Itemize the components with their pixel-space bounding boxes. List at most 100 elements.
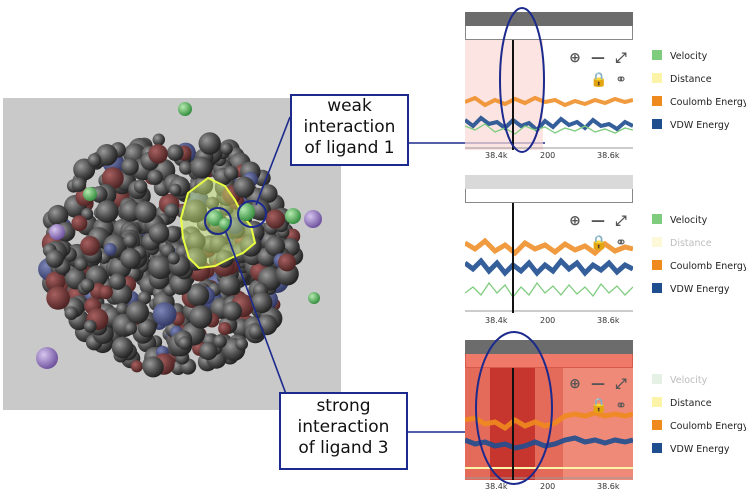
link-icon[interactable]: ⚭ xyxy=(615,72,627,88)
ion-sphere xyxy=(36,347,58,369)
atom-sphere xyxy=(109,273,126,290)
lock-icon[interactable]: 🔒 xyxy=(590,72,608,88)
atom-sphere xyxy=(194,176,214,195)
atom-sphere xyxy=(248,323,264,340)
atom-sphere xyxy=(148,222,170,244)
atom-sphere xyxy=(121,157,139,176)
legend-item[interactable]: Velocity xyxy=(652,50,707,64)
atom-sphere xyxy=(98,285,113,300)
minus-icon[interactable]: — xyxy=(591,376,605,392)
molecule-viewport[interactable] xyxy=(3,98,341,410)
expand-icon[interactable]: ⤢ xyxy=(615,213,627,229)
axis-tick-label: 38.6k xyxy=(597,482,620,491)
legend-label: VDW Energy xyxy=(670,120,730,131)
atom-sphere xyxy=(148,144,168,164)
atom-sphere xyxy=(126,300,149,324)
legend-label: Velocity xyxy=(670,51,708,62)
atom-sphere xyxy=(179,161,193,175)
legend-label: Coulomb Energy xyxy=(670,261,746,272)
atom-sphere xyxy=(80,278,95,293)
atom-sphere xyxy=(47,204,69,226)
zoom-icon[interactable]: ⊕ xyxy=(569,213,581,229)
legend-item[interactable]: Distance xyxy=(652,73,712,87)
axis-tick-label: 38.4k xyxy=(485,316,508,325)
minus-icon[interactable]: — xyxy=(591,213,605,229)
atom-sphere xyxy=(101,167,124,190)
atom-sphere xyxy=(190,156,213,179)
atom-sphere xyxy=(123,233,138,248)
timeline-panel-3 xyxy=(465,340,633,368)
ion-sphere xyxy=(83,187,97,201)
legend-item[interactable]: Distance xyxy=(652,237,712,251)
legend-item[interactable]: VDW Energy xyxy=(652,119,730,133)
legend-swatch xyxy=(652,283,662,293)
ligand-sphere xyxy=(285,208,301,224)
atom-sphere xyxy=(213,334,227,349)
atom-sphere xyxy=(87,153,102,168)
legend-item[interactable]: Velocity xyxy=(652,214,707,228)
axis-tick-label: 200 xyxy=(540,482,556,491)
legend-item[interactable]: Velocity xyxy=(652,374,707,388)
atom-sphere xyxy=(223,165,239,181)
legend-swatch xyxy=(652,73,662,83)
atom-sphere xyxy=(265,209,285,229)
ion-sphere xyxy=(49,224,65,240)
atom-sphere xyxy=(152,302,177,326)
ligand-sphere xyxy=(219,218,231,230)
legend-item[interactable]: VDW Energy xyxy=(652,443,730,457)
chart-panel-3[interactable] xyxy=(465,368,633,480)
axis-tick-label: 38.6k xyxy=(597,151,620,160)
minus-icon[interactable]: — xyxy=(591,50,605,66)
atom-sphere xyxy=(148,255,172,280)
legend-item[interactable]: Coulomb Energy xyxy=(652,260,746,274)
atom-sphere xyxy=(147,169,163,185)
atom-sphere xyxy=(189,305,213,329)
atom-sphere xyxy=(74,257,88,271)
chart-panel-2[interactable] xyxy=(465,203,633,313)
atom-sphere xyxy=(164,203,180,218)
legend-label: Distance xyxy=(670,74,712,85)
panel-header[interactable] xyxy=(465,340,633,354)
legend-item[interactable]: Distance xyxy=(652,397,712,411)
panel-header[interactable] xyxy=(465,12,633,26)
atom-sphere xyxy=(71,177,87,192)
atom-sphere xyxy=(130,360,143,373)
axis-tick-label: 38.6k xyxy=(597,316,620,325)
link-icon[interactable]: ⚭ xyxy=(615,235,627,251)
ion-sphere xyxy=(304,210,322,228)
link-icon[interactable]: ⚭ xyxy=(615,398,627,414)
atom-sphere xyxy=(264,236,286,257)
expand-icon[interactable]: ⤢ xyxy=(615,376,627,392)
chart-panel-1[interactable] xyxy=(465,40,633,150)
legend-swatch xyxy=(652,397,662,407)
legend-item[interactable]: Coulomb Energy xyxy=(652,420,746,434)
atom-sphere xyxy=(83,319,97,333)
expand-icon[interactable]: ⤢ xyxy=(615,50,627,66)
legend-label: Coulomb Energy xyxy=(670,421,746,432)
atom-sphere xyxy=(133,179,148,194)
zoom-icon[interactable]: ⊕ xyxy=(569,50,581,66)
legend-label: Velocity xyxy=(670,375,708,386)
legend-swatch xyxy=(652,237,662,247)
atom-sphere xyxy=(45,249,64,268)
strong-interaction-callout: strong interaction of ligand 3 xyxy=(279,392,408,470)
atom-sphere xyxy=(199,341,218,361)
legend-item[interactable]: VDW Energy xyxy=(652,283,730,297)
atom-sphere xyxy=(186,231,206,251)
zoom-icon[interactable]: ⊕ xyxy=(569,376,581,392)
atom-sphere xyxy=(46,286,70,310)
legend-swatch xyxy=(652,374,662,384)
legend-item[interactable]: Coulomb Energy xyxy=(652,96,746,110)
lock-icon[interactable]: 🔒 xyxy=(590,398,608,414)
legend-swatch xyxy=(652,50,662,60)
panel-header[interactable] xyxy=(465,175,633,189)
atom-sphere xyxy=(222,301,242,321)
legend-label: Distance xyxy=(670,238,712,249)
atom-sphere xyxy=(205,196,220,210)
molecule-render xyxy=(36,102,322,378)
atom-sphere xyxy=(124,322,137,335)
atom-sphere xyxy=(64,306,79,320)
lock-icon[interactable]: 🔒 xyxy=(590,235,608,251)
atom-sphere xyxy=(278,253,296,272)
